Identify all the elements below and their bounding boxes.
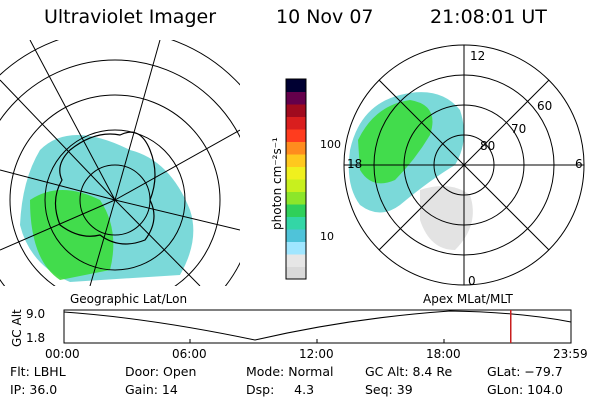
colorbar-swatch	[286, 266, 306, 280]
colorbar-swatch	[286, 204, 306, 217]
time-tick-0000: 00:00	[45, 347, 80, 361]
time-tick-1200: 12:00	[299, 347, 334, 361]
colorbar-swatch	[286, 179, 306, 192]
colorbar-swatch	[286, 154, 306, 167]
colorbar-swatch	[286, 241, 306, 255]
mlt-label-12: 12	[470, 49, 485, 63]
filter-label: Flt: LBHL	[10, 364, 66, 379]
colorbar-swatch	[286, 216, 306, 230]
time-tick-1800: 18:00	[426, 347, 461, 361]
altitude-axis-label: GC Alt	[10, 309, 24, 347]
gc-alt-label: GC Alt: 8.4 Re	[365, 364, 453, 379]
coastline	[54, 131, 156, 245]
colorbar-swatch	[286, 191, 306, 205]
door-label: Door: Open	[125, 364, 197, 379]
colorbar-swatch	[286, 229, 306, 242]
altitude-curve	[63, 310, 572, 341]
mlat-label-60: 60	[537, 99, 552, 113]
glon-label: GLon: 104.0	[487, 382, 563, 397]
right-aurora-green	[358, 100, 433, 184]
altitude-plot: GC Alt 9.0 1.8 00:00 06:00 12:00 18:00 2…	[10, 307, 588, 361]
date-label: 10 Nov 07	[276, 6, 374, 28]
colorbar	[285, 78, 307, 280]
colorbar-tick-10: 10	[320, 230, 334, 243]
instrument-title: Ultraviolet Imager	[44, 6, 217, 28]
mlat-label-70: 70	[511, 122, 526, 136]
colorbar-swatch	[286, 141, 306, 155]
right-panel-label: Apex MLat/MLT	[423, 292, 513, 306]
left-aurora-green	[30, 190, 114, 280]
ip-label: IP: 36.0	[10, 382, 58, 397]
mlt-label-0: 0	[468, 274, 476, 288]
colorbar-swatch	[286, 104, 306, 117]
seq-label: Seq: 39	[365, 382, 413, 397]
mlt-label-6: 6	[575, 157, 583, 171]
geographic-map	[0, 40, 240, 286]
colorbar-unit-label: photon cm⁻²s⁻¹	[270, 137, 284, 230]
time-label: 21:08:01 UT	[430, 6, 547, 28]
left-panel-label: Geographic Lat/Lon	[70, 292, 187, 306]
right-aurora-grey	[420, 186, 473, 250]
mlat-label-80: 80	[480, 139, 495, 153]
colorbar-swatch	[286, 166, 306, 180]
mlt-label-18: 18	[347, 157, 362, 171]
time-tick-2359: 23:59	[553, 347, 588, 361]
colorbar-swatch	[286, 254, 306, 267]
colorbar-swatch	[286, 91, 306, 105]
graticule	[0, 40, 240, 286]
colorbar-swatch	[286, 129, 306, 142]
colorbar-swatch	[286, 116, 306, 130]
colorbar-tick-100: 100	[320, 138, 341, 151]
colorbar-swatch	[286, 79, 306, 92]
gain-label: Gain: 14	[125, 382, 178, 397]
mode-label: Mode: Normal	[246, 364, 334, 379]
altitude-tick-1-8: 1.8	[26, 331, 45, 345]
time-tick-0600: 06:00	[172, 347, 207, 361]
polar-map: 12 18 6 0 60 70 80	[343, 44, 585, 288]
dsp-label: Dsp: 4.3	[246, 382, 315, 397]
colorbar-frame	[285, 78, 307, 280]
altitude-tick-9: 9.0	[26, 307, 45, 321]
glat-label: GLat: −79.7	[487, 364, 563, 379]
